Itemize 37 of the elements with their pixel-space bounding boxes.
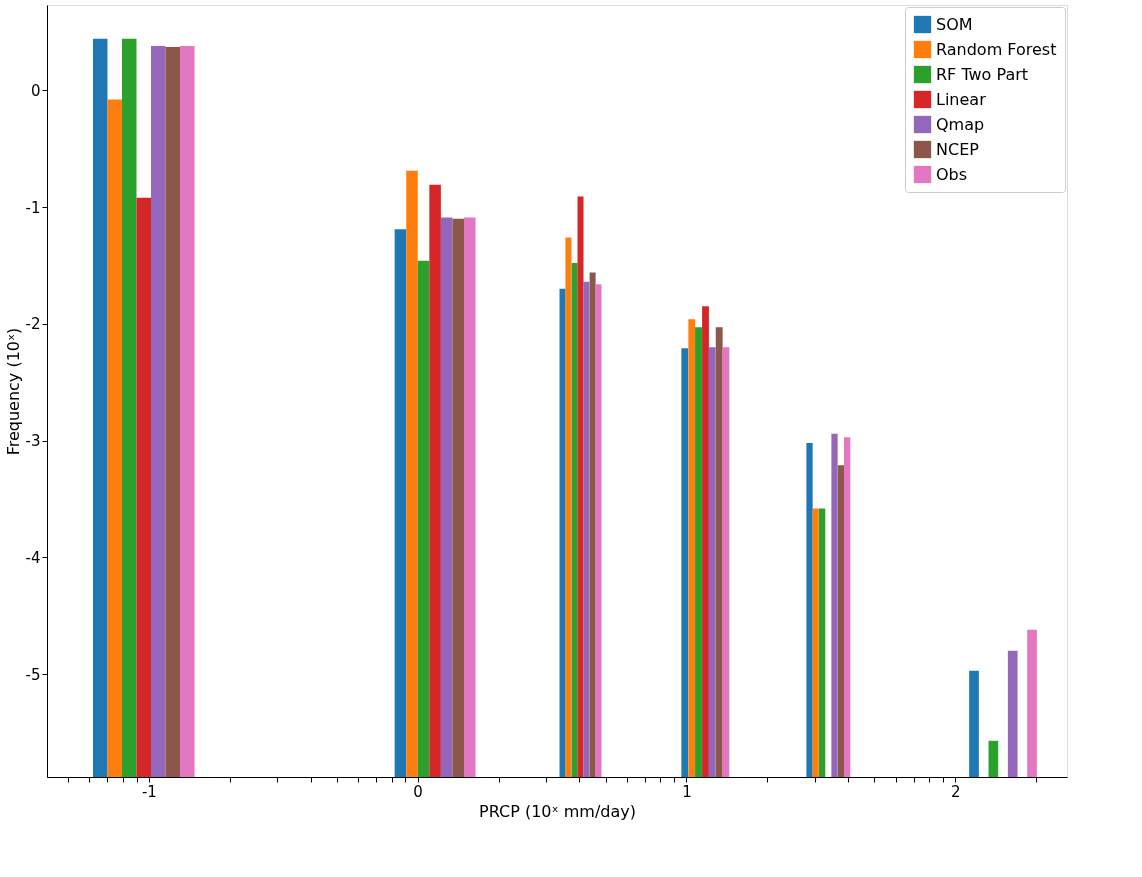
bar: [722, 347, 730, 777]
legend-label: RF Two Part: [936, 64, 1029, 84]
y-axis-title: Frequency (10ˣ): [3, 327, 23, 456]
y-tick-label: -1: [25, 198, 41, 217]
bar: [844, 437, 851, 777]
bar: [1027, 629, 1037, 777]
legend-label: NCEP: [936, 139, 980, 159]
legend-label: Qmap: [936, 114, 985, 134]
bar: [571, 263, 578, 777]
bar: [695, 327, 702, 777]
y-tick-label: -5: [25, 665, 41, 684]
y-tick-label: 0: [30, 81, 41, 100]
bar: [681, 348, 689, 777]
x-tick-label: 0: [413, 782, 423, 801]
bar: [819, 508, 826, 777]
bar: [589, 272, 596, 777]
bar: [988, 740, 999, 777]
bar: [1007, 650, 1018, 777]
legend-label: Linear: [936, 89, 987, 109]
bar: [812, 508, 819, 777]
legend-label: Random Forest: [936, 39, 1057, 59]
x-tick-label: 1: [682, 782, 692, 801]
legend-label: Obs: [936, 164, 968, 184]
y-tick-label: -3: [25, 432, 41, 451]
bar: [688, 319, 696, 777]
y-tick-label: -2: [25, 315, 41, 334]
legend-label: SOM: [936, 14, 973, 34]
x-tick-label: 2: [950, 782, 961, 801]
x-axis-title: PRCP (10ˣ mm/day): [479, 801, 636, 821]
bar: [806, 442, 813, 777]
y-tick-label: -4: [25, 548, 41, 567]
x-tick-label: -1: [141, 782, 157, 801]
bar: [565, 237, 572, 777]
bar: [708, 347, 716, 777]
bar: [837, 465, 845, 777]
bar: [969, 670, 979, 777]
bar: [595, 284, 602, 777]
